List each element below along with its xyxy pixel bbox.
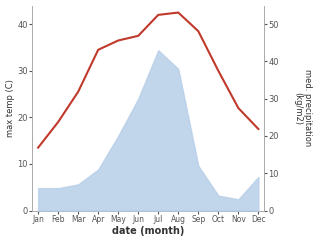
Y-axis label: med. precipitation
(kg/m2): med. precipitation (kg/m2) [293,69,313,147]
X-axis label: date (month): date (month) [112,227,184,236]
Y-axis label: max temp (C): max temp (C) [5,79,15,137]
